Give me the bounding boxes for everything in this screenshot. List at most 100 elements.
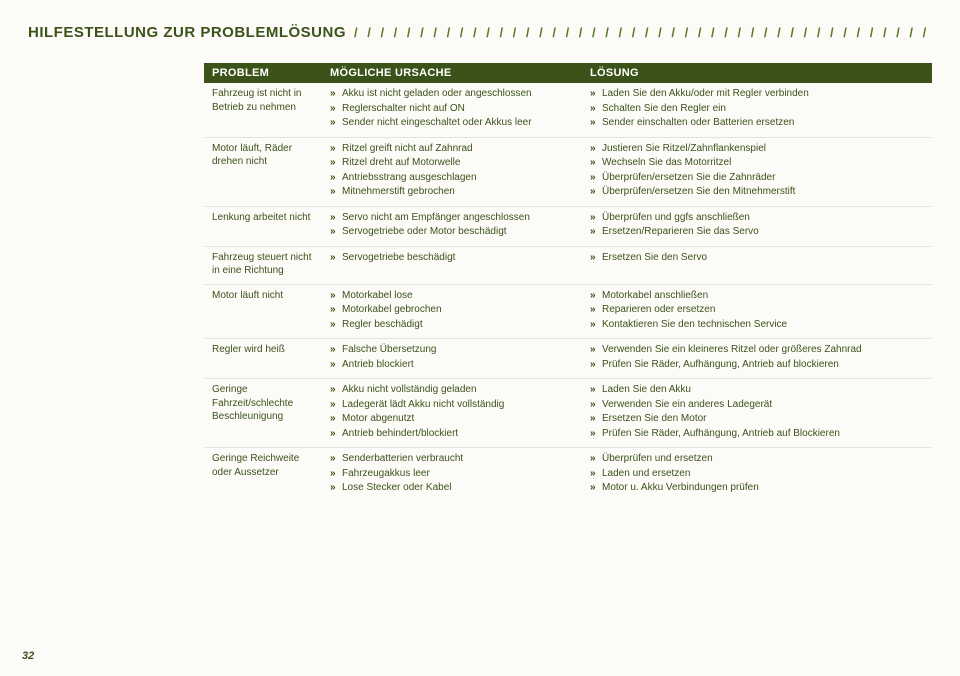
cause-list: Akku nicht vollständig geladenLadegerät … xyxy=(330,383,574,440)
cause-list: Akku ist nicht geladen oder angeschlosse… xyxy=(330,87,574,130)
table-row: Geringe Fahrzeit/schlechte Beschleunigun… xyxy=(204,379,932,448)
troubleshooting-table: PROBLEM MÖGLICHE URSACHE LÖSUNG Fahrzeug… xyxy=(204,63,932,502)
header-solution: LÖSUNG xyxy=(582,63,932,83)
solution-item: Laden und ersetzen xyxy=(590,467,924,481)
cause-item: Motorkabel gebrochen xyxy=(330,303,574,317)
cause-item: Falsche Übersetzung xyxy=(330,343,574,357)
solution-item: Laden Sie den Akku/oder mit Regler verbi… xyxy=(590,87,924,101)
solution-item: Reparieren oder ersetzen xyxy=(590,303,924,317)
cause-item: Antrieb blockiert xyxy=(330,358,574,372)
cause-item: Antrieb behindert/blockiert xyxy=(330,427,574,441)
cause-item: Akku ist nicht geladen oder angeschlosse… xyxy=(330,87,574,101)
solution-list: Laden Sie den AkkuVerwenden Sie ein ande… xyxy=(590,383,924,440)
cause-item: Regler beschädigt xyxy=(330,318,574,332)
solution-item: Justieren Sie Ritzel/Zahnflankenspiel xyxy=(590,142,924,156)
cause-item: Akku nicht vollständig geladen xyxy=(330,383,574,397)
cause-list: Falsche ÜbersetzungAntrieb blockiert xyxy=(330,343,574,371)
problem-cell: Fahrzeug ist nicht in Betrieb zu nehmen xyxy=(204,83,322,137)
solution-list: Überprüfen und ggfs anschließenErsetzen/… xyxy=(590,211,924,239)
table-row: Lenkung arbeitet nicht Servo nicht am Emp… xyxy=(204,206,932,246)
cause-item: Servo nicht am Empfänger angeschlossen xyxy=(330,211,574,225)
cause-cell: Motorkabel loseMotorkabel gebrochenRegle… xyxy=(322,284,582,339)
cause-item: Servogetriebe beschädigt xyxy=(330,251,574,265)
cause-list: Ritzel greift nicht auf ZahnradRitzel dr… xyxy=(330,142,574,199)
cause-item: Mitnehmerstift gebrochen xyxy=(330,185,574,199)
solution-item: Überprüfen/ersetzen Sie den Mitnehmersti… xyxy=(590,185,924,199)
solution-list: Laden Sie den Akku/oder mit Regler verbi… xyxy=(590,87,924,130)
solution-item: Kontaktieren Sie den technischen Service xyxy=(590,318,924,332)
cause-item: Ritzel greift nicht auf Zahnrad xyxy=(330,142,574,156)
problem-cell: Geringe Reichweite oder Aussetzer xyxy=(204,448,322,502)
problem-cell: Lenkung arbeitet nicht xyxy=(204,206,322,246)
solution-list: Ersetzen Sie den Servo xyxy=(590,251,924,265)
cause-item: Antriebsstrang ausgeschlagen xyxy=(330,171,574,185)
problem-cell: Motor läuft nicht xyxy=(204,284,322,339)
cause-list: Servogetriebe beschädigt xyxy=(330,251,574,265)
page-title: HILFESTELLUNG ZUR PROBLEMLÖSUNG xyxy=(28,24,346,41)
problem-cell: Geringe Fahrzeit/schlechte Beschleunigun… xyxy=(204,379,322,448)
solution-item: Verwenden Sie ein kleineres Ritzel oder … xyxy=(590,343,924,357)
cause-item: Motorkabel lose xyxy=(330,289,574,303)
page-heading: HILFESTELLUNG ZUR PROBLEMLÖSUNG / / / / … xyxy=(28,24,932,41)
table-row: Fahrzeug steuert nicht in eine Richtung S… xyxy=(204,246,932,284)
solution-cell: Justieren Sie Ritzel/ZahnflankenspielWec… xyxy=(582,137,932,206)
table-row: Motor läuft nichtMotorkabel loseMotorkab… xyxy=(204,284,932,339)
solution-cell: Überprüfen und ersetzenLaden und ersetze… xyxy=(582,448,932,502)
solution-item: Überprüfen/ersetzen Sie die Zahnräder xyxy=(590,171,924,185)
page-number: 32 xyxy=(22,650,34,662)
cause-cell: Senderbatterien verbrauchtFahrzeugakkus … xyxy=(322,448,582,502)
solution-item: Motor u. Akku Verbindungen prüfen xyxy=(590,481,924,495)
cause-list: Senderbatterien verbrauchtFahrzeugakkus … xyxy=(330,452,574,495)
solution-list: Überprüfen und ersetzenLaden und ersetze… xyxy=(590,452,924,495)
solution-list: Verwenden Sie ein kleineres Ritzel oder … xyxy=(590,343,924,371)
problem-cell: Motor läuft, Räder drehen nicht xyxy=(204,137,322,206)
solution-item: Prüfen Sie Räder, Aufhängung, Antrieb au… xyxy=(590,427,924,441)
table-row: Geringe Reichweite oder AussetzerSenderb… xyxy=(204,448,932,502)
cause-list: Motorkabel loseMotorkabel gebrochenRegle… xyxy=(330,289,574,332)
cause-item: Ladegerät lädt Akku nicht vollständig xyxy=(330,398,574,412)
cause-cell: Akku ist nicht geladen oder angeschlosse… xyxy=(322,83,582,137)
solution-item: Überprüfen und ersetzen xyxy=(590,452,924,466)
solution-item: Sender einschalten oder Batterien ersetz… xyxy=(590,116,924,130)
cause-item: Lose Stecker oder Kabel xyxy=(330,481,574,495)
table-header-row: PROBLEM MÖGLICHE URSACHE LÖSUNG xyxy=(204,63,932,83)
solution-item: Motorkabel anschließen xyxy=(590,289,924,303)
problem-cell: Regler wird heiß xyxy=(204,339,322,379)
solution-cell: Laden Sie den AkkuVerwenden Sie ein ande… xyxy=(582,379,932,448)
table-row: Motor läuft, Räder drehen nichtRitzel gr… xyxy=(204,137,932,206)
table-row: Regler wird heiß Falsche ÜbersetzungAntri… xyxy=(204,339,932,379)
cause-cell: Falsche ÜbersetzungAntrieb blockiert xyxy=(322,339,582,379)
solution-item: Laden Sie den Akku xyxy=(590,383,924,397)
cause-item: Motor abgenutzt xyxy=(330,412,574,426)
cause-item: Reglerschalter nicht auf ON xyxy=(330,102,574,116)
solution-list: Justieren Sie Ritzel/ZahnflankenspielWec… xyxy=(590,142,924,199)
content-area: PROBLEM MÖGLICHE URSACHE LÖSUNG Fahrzeug… xyxy=(28,63,932,502)
solution-list: Motorkabel anschließenReparieren oder er… xyxy=(590,289,924,332)
problem-cell: Fahrzeug steuert nicht in eine Richtung xyxy=(204,246,322,284)
solution-item: Überprüfen und ggfs anschließen xyxy=(590,211,924,225)
solution-item: Ersetzen/Reparieren Sie das Servo xyxy=(590,225,924,239)
solution-cell: Laden Sie den Akku/oder mit Regler verbi… xyxy=(582,83,932,137)
cause-item: Fahrzeugakkus leer xyxy=(330,467,574,481)
solution-item: Ersetzen Sie den Servo xyxy=(590,251,924,265)
header-problem: PROBLEM xyxy=(204,63,322,83)
solution-item: Ersetzen Sie den Motor xyxy=(590,412,924,426)
cause-list: Servo nicht am Empfänger angeschlossenSe… xyxy=(330,211,574,239)
title-decoration: / / / / / / / / / / / / / / / / / / / / … xyxy=(354,25,932,40)
solution-item: Verwenden Sie ein anderes Ladegerät xyxy=(590,398,924,412)
cause-cell: Servogetriebe beschädigt xyxy=(322,246,582,284)
cause-cell: Servo nicht am Empfänger angeschlossenSe… xyxy=(322,206,582,246)
solution-cell: Ersetzen Sie den Servo xyxy=(582,246,932,284)
cause-item: Servogetriebe oder Motor beschädigt xyxy=(330,225,574,239)
cause-item: Senderbatterien verbraucht xyxy=(330,452,574,466)
solution-cell: Verwenden Sie ein kleineres Ritzel oder … xyxy=(582,339,932,379)
cause-item: Ritzel dreht auf Motorwelle xyxy=(330,156,574,170)
header-cause: MÖGLICHE URSACHE xyxy=(322,63,582,83)
solution-item: Wechseln Sie das Motorritzel xyxy=(590,156,924,170)
solution-item: Prüfen Sie Räder, Aufhängung, Antrieb au… xyxy=(590,358,924,372)
table-row: Fahrzeug ist nicht in Betrieb zu nehmen A… xyxy=(204,83,932,137)
cause-cell: Ritzel greift nicht auf ZahnradRitzel dr… xyxy=(322,137,582,206)
solution-cell: Motorkabel anschließenReparieren oder er… xyxy=(582,284,932,339)
solution-cell: Überprüfen und ggfs anschließenErsetzen/… xyxy=(582,206,932,246)
solution-item: Schalten Sie den Regler ein xyxy=(590,102,924,116)
